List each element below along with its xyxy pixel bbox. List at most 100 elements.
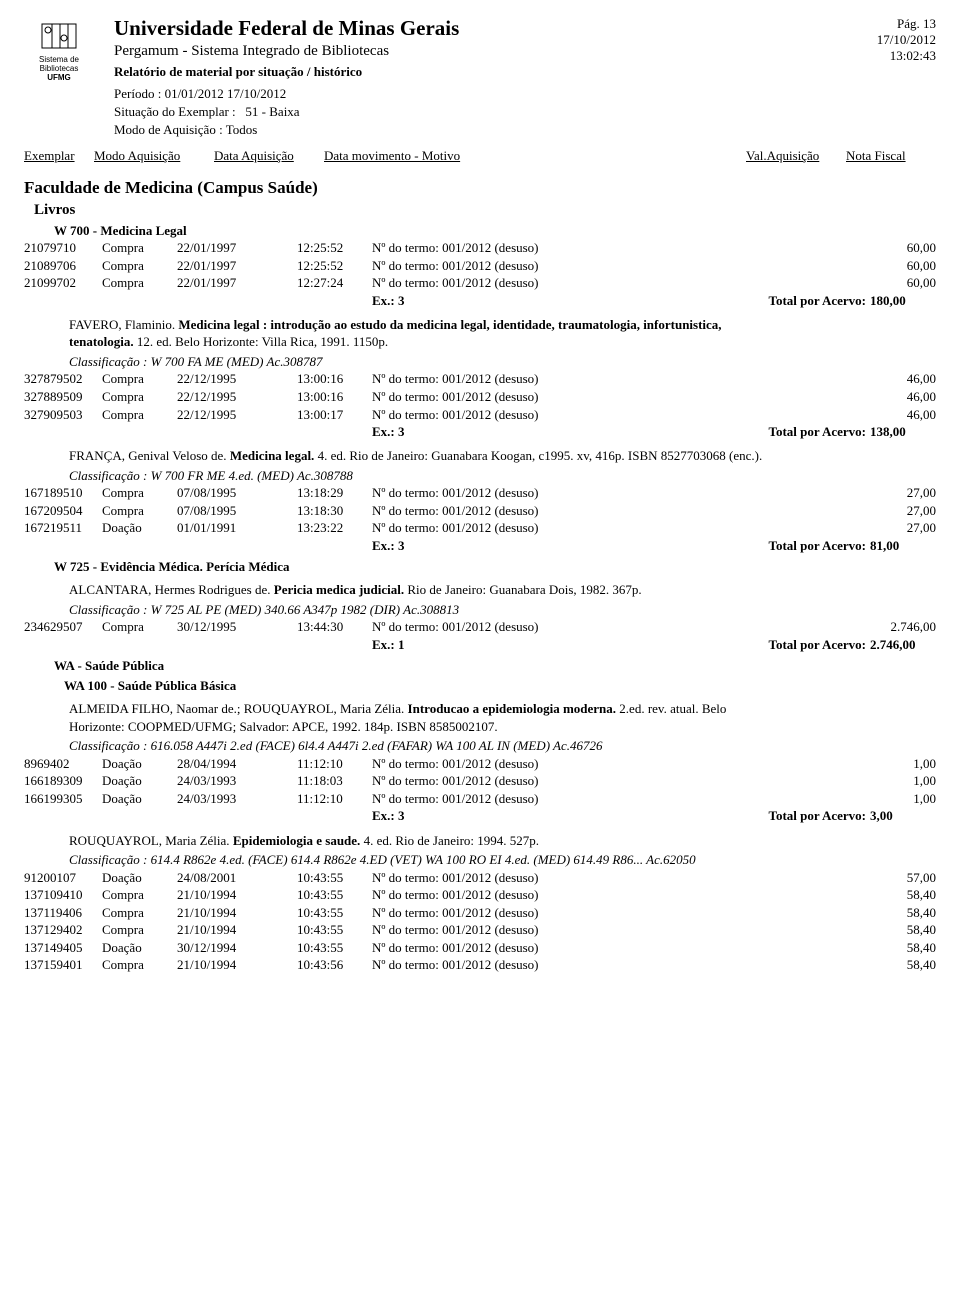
cell-motivo: Nº do termo: 001/2012 (desuso) [372, 886, 846, 904]
book-ref-4: ALMEIDA FILHO, Naomar de.; ROUQUAYROL, M… [69, 700, 769, 735]
system-subtitle: Pergamum - Sistema Integrado de Bibliote… [114, 43, 877, 60]
cell-val: 57,00 [846, 869, 936, 887]
book-ref-2: FRANÇA, Genival Veloso de. Medicina lega… [69, 447, 769, 465]
cell-val: 58,40 [846, 886, 936, 904]
cell-exemplar: 234629507 [24, 618, 102, 636]
total-row: Ex.: 3 Total por Acervo: 81,00 [24, 537, 936, 555]
cell-val: 46,00 [846, 370, 936, 388]
table-row: 327879502Compra22/12/199513:00:16Nº do t… [24, 370, 936, 388]
cell-motivo: Nº do termo: 001/2012 (desuso) [372, 239, 846, 257]
cell-data: 22/01/1997 [177, 239, 297, 257]
cell-exemplar: 167219511 [24, 519, 102, 537]
cell-time: 10:43:55 [297, 869, 372, 887]
cell-val: 1,00 [846, 772, 936, 790]
cell-exemplar: 21079710 [24, 239, 102, 257]
sub-class-heading: WA 100 - Saúde Pública Básica [64, 678, 936, 694]
cell-modo: Compra [102, 618, 177, 636]
page-number: Pág. 13 [877, 16, 936, 32]
faculty-heading: Faculdade de Medicina (Campus Saúde) [24, 178, 936, 198]
cell-exemplar: 327909503 [24, 406, 102, 424]
cell-modo: Compra [102, 388, 177, 406]
cell-time: 10:43:55 [297, 939, 372, 957]
cell-exemplar: 137159401 [24, 956, 102, 974]
table-row: 234629507Compra30/12/199513:44:30Nº do t… [24, 618, 936, 636]
cell-data: 21/10/1994 [177, 956, 297, 974]
cell-modo: Doação [102, 519, 177, 537]
cell-modo: Compra [102, 484, 177, 502]
book-ref-1: FAVERO, Flaminio. Medicina legal : intro… [69, 316, 769, 351]
table-row: 137149405Doação30/12/199410:43:55Nº do t… [24, 939, 936, 957]
cell-modo: Compra [102, 502, 177, 520]
cell-modo: Compra [102, 921, 177, 939]
cell-exemplar: 327889509 [24, 388, 102, 406]
cell-time: 10:43:55 [297, 921, 372, 939]
cell-motivo: Nº do termo: 001/2012 (desuso) [372, 921, 846, 939]
cell-time: 13:18:30 [297, 502, 372, 520]
table-row: 137129402Compra21/10/199410:43:55Nº do t… [24, 921, 936, 939]
cell-val: 27,00 [846, 484, 936, 502]
cell-time: 13:00:16 [297, 388, 372, 406]
cell-time: 13:18:29 [297, 484, 372, 502]
classification-1: Classificação : W 700 FA ME (MED) Ac.308… [69, 353, 936, 371]
col-nf: Nota Fiscal [846, 148, 936, 164]
classification-4: Classificação : 616.058 A447i 2.ed (FACE… [69, 737, 936, 755]
cell-motivo: Nº do termo: 001/2012 (desuso) [372, 790, 846, 808]
cell-motivo: Nº do termo: 001/2012 (desuso) [372, 257, 846, 275]
cell-val: 60,00 [846, 257, 936, 275]
report-title: Relatório de material por situação / his… [114, 64, 877, 80]
cell-modo: Doação [102, 772, 177, 790]
cell-data: 21/10/1994 [177, 921, 297, 939]
cell-modo: Doação [102, 790, 177, 808]
cell-val: 46,00 [846, 388, 936, 406]
header-right: Pág. 13 17/10/2012 13:02:43 [877, 16, 936, 64]
classification-2: Classificação : W 700 FR ME 4.ed. (MED) … [69, 467, 936, 485]
book-ref-5: ROUQUAYROL, Maria Zélia. Epidemiologia e… [69, 832, 769, 850]
cell-time: 12:27:24 [297, 274, 372, 292]
cell-exemplar: 137109410 [24, 886, 102, 904]
cell-data: 28/04/1994 [177, 755, 297, 773]
logo-text-2: Bibliotecas [40, 64, 79, 73]
cell-exemplar: 167189510 [24, 484, 102, 502]
cell-time: 10:43:55 [297, 886, 372, 904]
logo: Sistema deBibliotecasUFMG [24, 16, 94, 82]
cell-val: 58,40 [846, 921, 936, 939]
cell-data: 24/03/1993 [177, 772, 297, 790]
situation-line: Situação do Exemplar : 51 - Baixa [114, 104, 877, 120]
col-val: Val.Aquisição [746, 148, 846, 164]
cell-val: 58,40 [846, 956, 936, 974]
col-exemplar: Exemplar [24, 148, 94, 164]
cell-val: 60,00 [846, 274, 936, 292]
period-line: Período : 01/01/2012 17/10/2012 [114, 86, 877, 102]
table-row: 167209504Compra07/08/199513:18:30Nº do t… [24, 502, 936, 520]
cell-data: 30/12/1995 [177, 618, 297, 636]
total-row: Ex.: 3 Total por Acervo: 180,00 [24, 292, 936, 310]
table-row: 21099702Compra22/01/199712:27:24Nº do te… [24, 274, 936, 292]
cell-time: 13:44:30 [297, 618, 372, 636]
cell-motivo: Nº do termo: 001/2012 (desuso) [372, 406, 846, 424]
table-row: 137119406Compra21/10/199410:43:55Nº do t… [24, 904, 936, 922]
cell-data: 22/12/1995 [177, 370, 297, 388]
cell-data: 30/12/1994 [177, 939, 297, 957]
cell-modo: Doação [102, 939, 177, 957]
table-row: 166189309Doação24/03/199311:18:03Nº do t… [24, 772, 936, 790]
institution-title: Universidade Federal de Minas Gerais [114, 16, 877, 41]
cell-data: 21/10/1994 [177, 904, 297, 922]
cell-time: 11:18:03 [297, 772, 372, 790]
cell-exemplar: 166189309 [24, 772, 102, 790]
cell-data: 07/08/1995 [177, 502, 297, 520]
table-row: 167189510Compra07/08/199513:18:29Nº do t… [24, 484, 936, 502]
cell-exemplar: 137129402 [24, 921, 102, 939]
cell-val: 1,00 [846, 755, 936, 773]
cell-modo: Compra [102, 406, 177, 424]
cell-exemplar: 21089706 [24, 257, 102, 275]
class-heading-1: W 700 - Medicina Legal [54, 223, 936, 239]
cell-time: 11:12:10 [297, 790, 372, 808]
col-modo: Modo Aquisição [94, 148, 214, 164]
header-center: Universidade Federal de Minas Gerais Per… [114, 16, 877, 140]
cell-exemplar: 137119406 [24, 904, 102, 922]
cell-exemplar: 167209504 [24, 502, 102, 520]
cell-time: 13:00:17 [297, 406, 372, 424]
cell-data: 21/10/1994 [177, 886, 297, 904]
cell-modo: Compra [102, 274, 177, 292]
report-header: Sistema deBibliotecasUFMG Universidade F… [24, 16, 936, 140]
